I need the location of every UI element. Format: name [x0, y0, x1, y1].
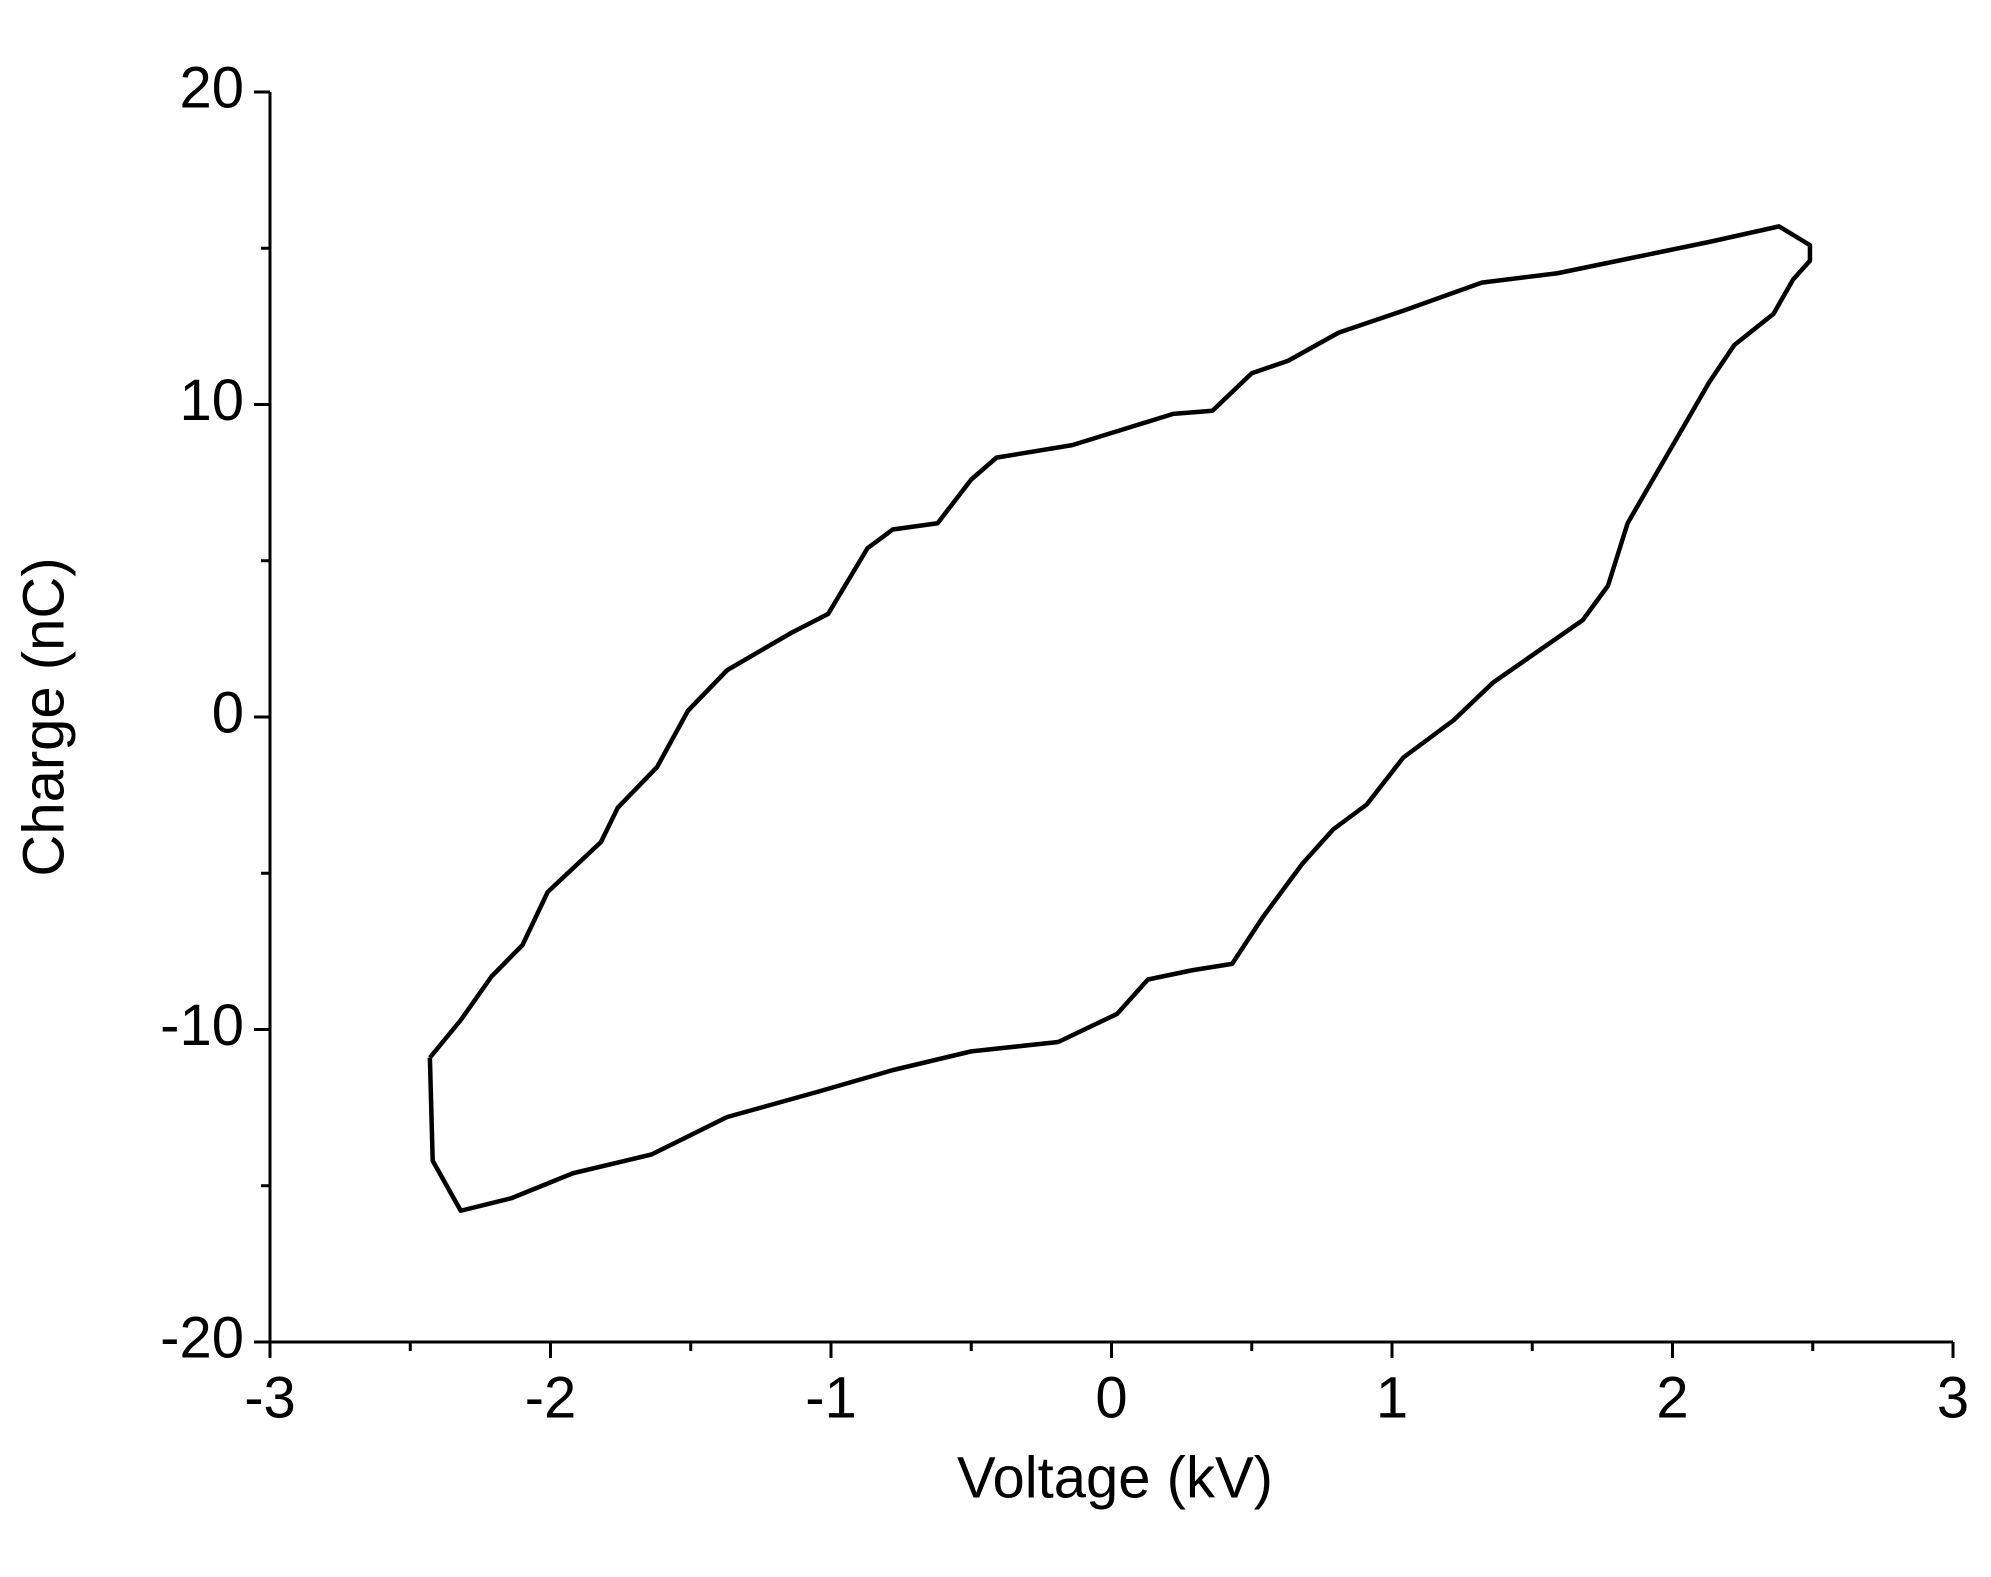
x-tick-label: -1 [805, 1365, 857, 1430]
x-tick-label: 1 [1376, 1365, 1408, 1430]
x-tick-label: 2 [1656, 1365, 1688, 1430]
y-tick-label: 20 [179, 55, 244, 120]
y-tick-label: 0 [212, 680, 244, 745]
y-tick-label: -20 [160, 1305, 244, 1370]
x-tick-label: 0 [1095, 1365, 1127, 1430]
x-tick-label: 3 [1937, 1365, 1969, 1430]
data-line [427, 224, 1813, 1213]
y-tick-label: -10 [160, 993, 244, 1058]
y-tick-label: 10 [179, 368, 244, 433]
x-tick-label: -2 [525, 1365, 577, 1430]
x-tick-label: -3 [244, 1365, 296, 1430]
x-axis-label: Voltage (kV) [957, 1445, 1273, 1510]
y-axis-label: Charge (nC) [11, 557, 76, 876]
